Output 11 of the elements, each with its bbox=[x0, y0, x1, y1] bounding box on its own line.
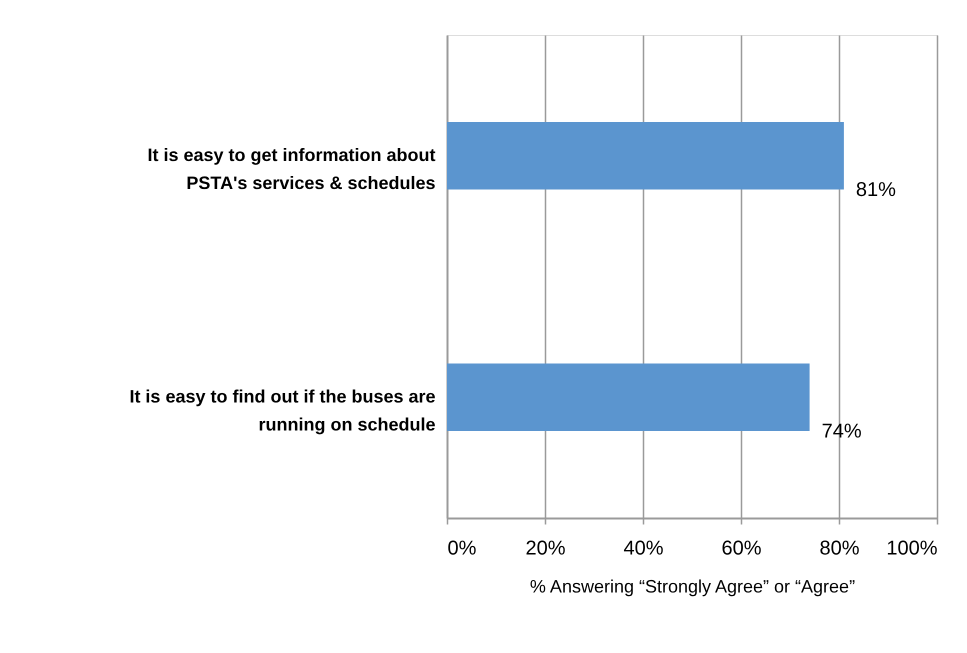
x-tick-label: 0% bbox=[448, 538, 477, 560]
y-tick-label: It is easy to get information about PSTA's services & schedules bbox=[147, 144, 436, 193]
x-tick-label: 40% bbox=[623, 538, 664, 560]
x-tick-label: 20% bbox=[525, 538, 566, 560]
x-tick-label: 80% bbox=[819, 538, 860, 560]
data-label: 74% bbox=[822, 420, 862, 442]
data-label: 81% bbox=[856, 178, 896, 201]
x-axis-title: % Answering “Strongly Agree” or “Agree” bbox=[530, 576, 856, 596]
x-tick-label: 100% bbox=[886, 538, 938, 560]
x-tick-label: 60% bbox=[721, 538, 762, 560]
y-tick-label: It is easy to find out if the buses are running on schedule bbox=[129, 386, 436, 434]
